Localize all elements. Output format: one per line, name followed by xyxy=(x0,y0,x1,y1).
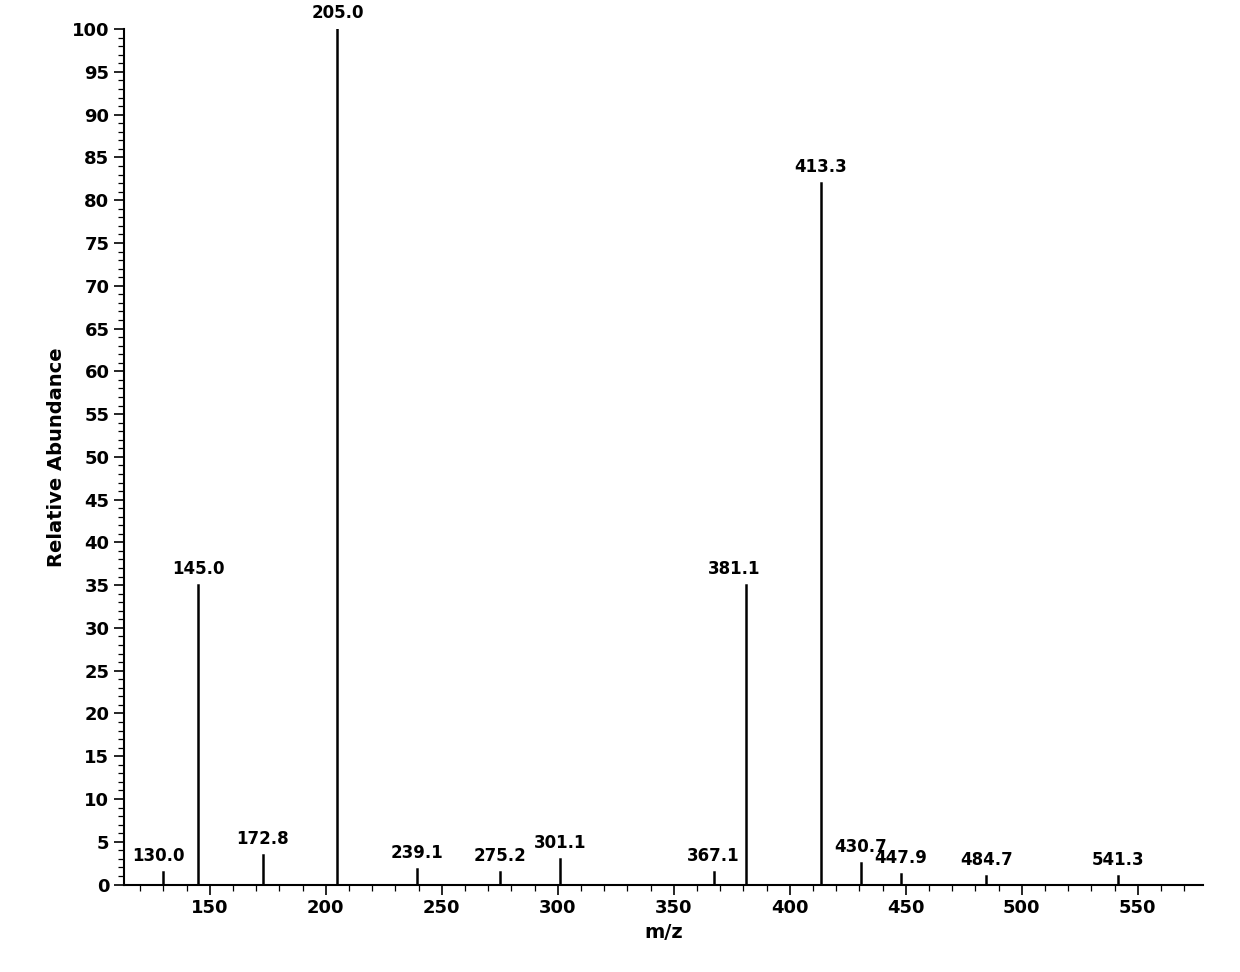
Text: 541.3: 541.3 xyxy=(1091,851,1145,869)
X-axis label: m/z: m/z xyxy=(644,922,683,942)
Text: 430.7: 430.7 xyxy=(835,838,888,856)
Text: 172.8: 172.8 xyxy=(237,830,289,848)
Text: 130.0: 130.0 xyxy=(133,847,185,865)
Text: 447.9: 447.9 xyxy=(874,850,928,867)
Text: 413.3: 413.3 xyxy=(795,158,847,176)
Text: 381.1: 381.1 xyxy=(708,560,760,578)
Text: 301.1: 301.1 xyxy=(534,834,587,852)
Text: 367.1: 367.1 xyxy=(687,847,740,865)
Text: 205.0: 205.0 xyxy=(311,4,363,22)
Text: 275.2: 275.2 xyxy=(474,847,527,865)
Text: 145.0: 145.0 xyxy=(172,560,224,578)
Text: 239.1: 239.1 xyxy=(391,845,443,862)
Y-axis label: Relative Abundance: Relative Abundance xyxy=(47,347,67,567)
Text: 484.7: 484.7 xyxy=(960,851,1013,869)
